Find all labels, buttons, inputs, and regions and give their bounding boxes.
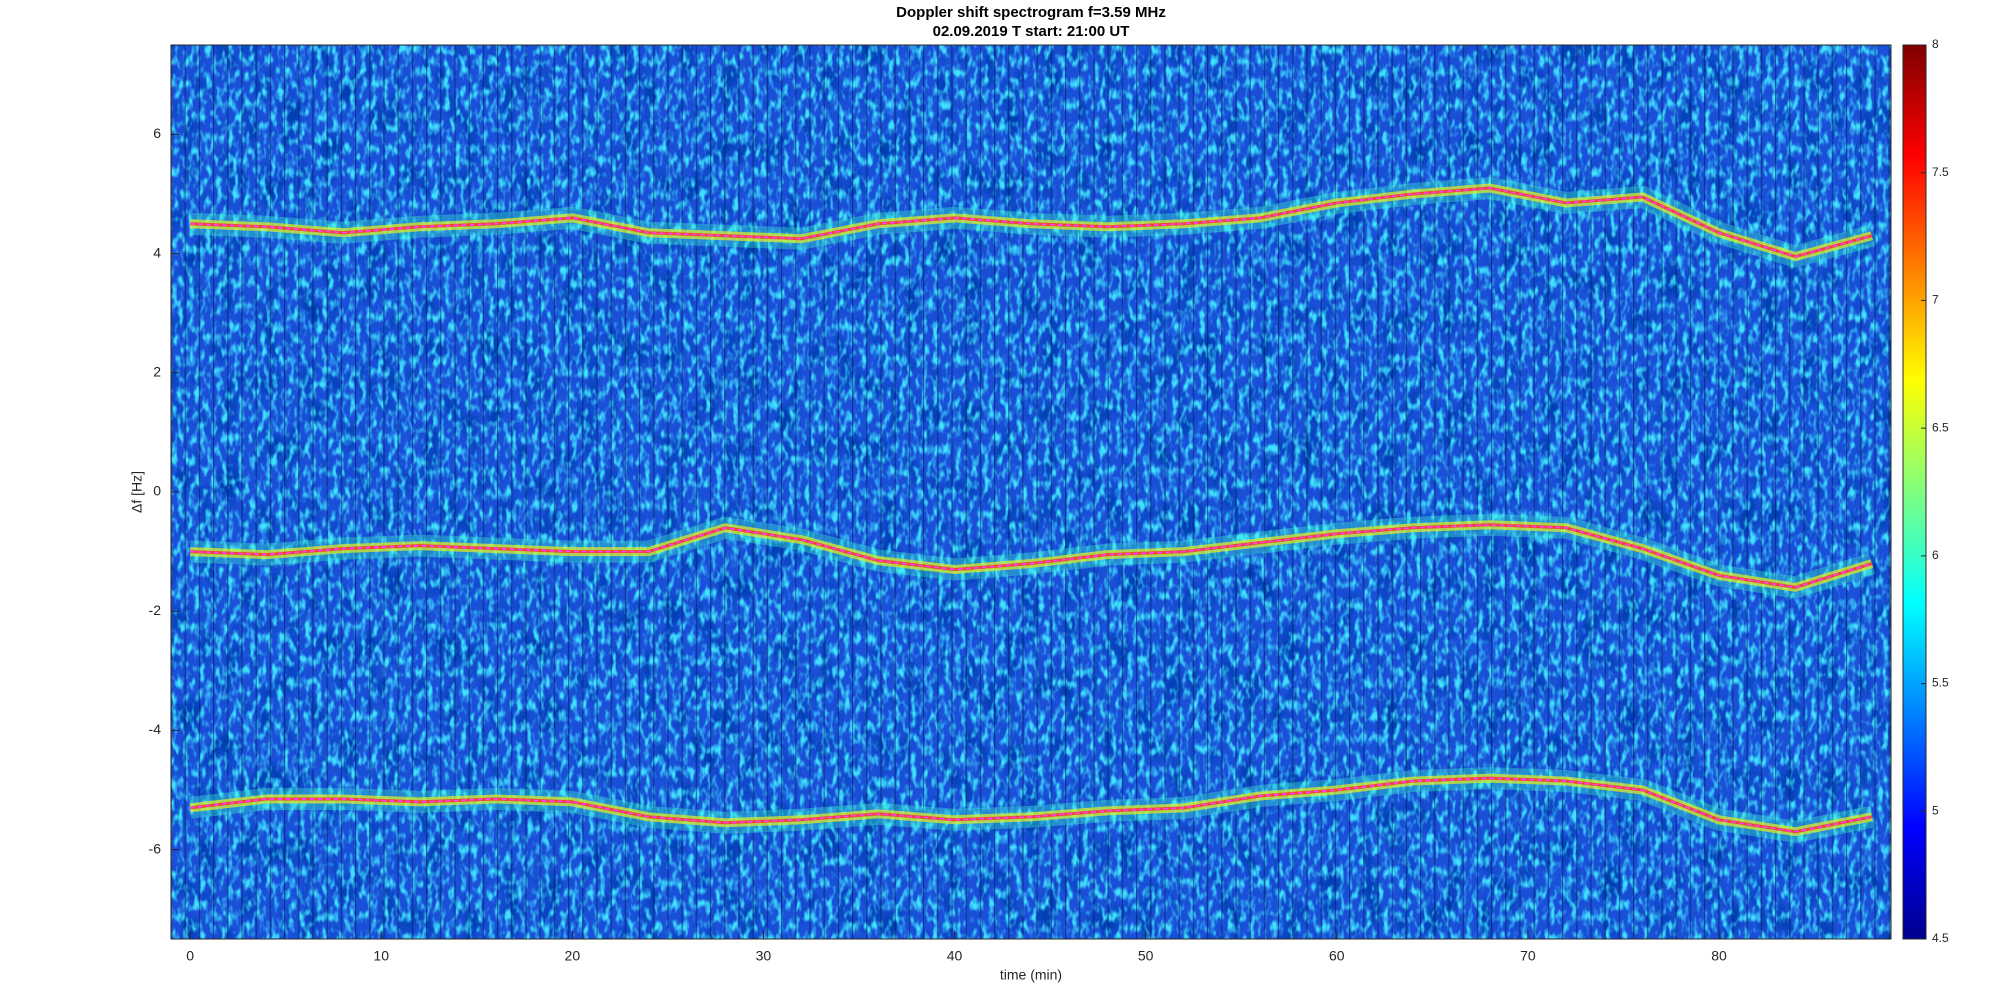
traces bbox=[188, 177, 1876, 843]
x-tick-label: 70 bbox=[1520, 948, 1536, 964]
y-tick-label: 6 bbox=[153, 125, 161, 141]
chart-subtitle: 02.09.2019 T start: 21:00 UT bbox=[933, 23, 1130, 40]
chart-title: Doppler shift spectrogram f=3.59 MHz bbox=[896, 4, 1166, 21]
colorbar-tick-label: 7.5 bbox=[1932, 165, 1949, 179]
trace-line bbox=[190, 187, 1873, 258]
x-axis-label: time (min) bbox=[1000, 967, 1062, 983]
trace-line bbox=[190, 777, 1873, 833]
colorbar-tick-label: 4.5 bbox=[1932, 931, 1949, 945]
x-tick-label: 20 bbox=[565, 948, 581, 964]
y-axis-label: Δf [Hz] bbox=[129, 471, 145, 513]
colorbar-tick-label: 6.5 bbox=[1932, 420, 1949, 434]
y-tick-label: 0 bbox=[153, 483, 161, 499]
y-tick-label: 4 bbox=[153, 244, 161, 260]
x-tick-label: 60 bbox=[1329, 948, 1345, 964]
x-tick-label: 80 bbox=[1711, 948, 1727, 964]
trace-line bbox=[190, 524, 1873, 589]
colorbar-tick-label: 5 bbox=[1932, 803, 1939, 817]
x-tick-label: 30 bbox=[756, 948, 772, 964]
spectrogram-background bbox=[171, 45, 1891, 939]
x-tick-label: 0 bbox=[186, 948, 194, 964]
y-tick-label: -4 bbox=[149, 721, 162, 737]
colorbar-tick-label: 8 bbox=[1932, 37, 1939, 51]
colorbar-tick-label: 7 bbox=[1932, 293, 1939, 307]
colorbar-tick-label: 5.5 bbox=[1932, 676, 1949, 690]
x-tick-label: 40 bbox=[947, 948, 963, 964]
y-tick-label: 2 bbox=[153, 364, 161, 380]
x-tick-label: 10 bbox=[373, 948, 389, 964]
colorbar bbox=[1902, 44, 1927, 940]
y-tick-label: -2 bbox=[149, 602, 162, 618]
y-tick-label: -6 bbox=[149, 840, 162, 856]
x-tick-label: 50 bbox=[1138, 948, 1154, 964]
colorbar-tick-label: 6 bbox=[1932, 548, 1939, 562]
